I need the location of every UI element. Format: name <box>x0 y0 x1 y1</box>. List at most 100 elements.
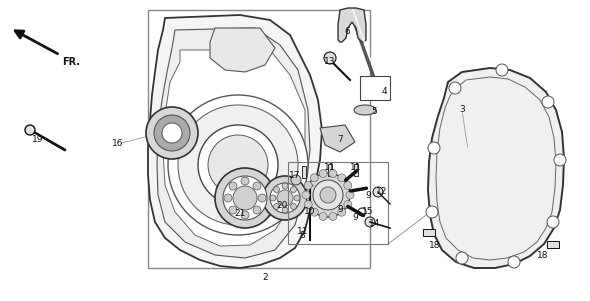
Text: 21: 21 <box>234 209 245 219</box>
Text: 5: 5 <box>371 107 377 116</box>
Circle shape <box>233 186 257 210</box>
Circle shape <box>337 208 346 216</box>
Circle shape <box>154 115 190 151</box>
Circle shape <box>304 200 312 209</box>
Circle shape <box>274 203 280 209</box>
Bar <box>547 241 559 248</box>
Text: 17: 17 <box>289 172 301 181</box>
Circle shape <box>310 208 318 216</box>
Circle shape <box>344 200 352 209</box>
Circle shape <box>554 154 566 166</box>
Circle shape <box>282 183 288 189</box>
Circle shape <box>320 187 336 203</box>
Circle shape <box>223 176 267 220</box>
Circle shape <box>178 105 298 225</box>
Circle shape <box>373 187 383 197</box>
Text: 13: 13 <box>324 57 336 67</box>
Text: 9: 9 <box>352 213 358 222</box>
Circle shape <box>198 125 278 205</box>
Circle shape <box>310 174 318 182</box>
Circle shape <box>291 175 301 185</box>
Text: 7: 7 <box>337 135 343 144</box>
Text: 18: 18 <box>430 241 441 250</box>
Circle shape <box>329 169 337 178</box>
Text: 3: 3 <box>459 105 465 114</box>
Circle shape <box>224 194 232 202</box>
Text: 16: 16 <box>112 139 124 148</box>
Circle shape <box>358 208 366 216</box>
Text: 11: 11 <box>297 228 309 237</box>
Bar <box>148 10 370 268</box>
Polygon shape <box>157 28 310 258</box>
Circle shape <box>253 206 261 214</box>
Text: 9: 9 <box>337 206 343 215</box>
Text: FR.: FR. <box>62 57 80 67</box>
Circle shape <box>365 217 375 227</box>
Circle shape <box>337 174 346 182</box>
Text: 6: 6 <box>344 27 350 36</box>
Bar <box>328 164 332 176</box>
Text: 10: 10 <box>304 207 316 216</box>
Polygon shape <box>428 68 564 268</box>
Circle shape <box>290 203 297 209</box>
Ellipse shape <box>354 105 376 115</box>
Circle shape <box>496 64 508 76</box>
Circle shape <box>426 206 438 218</box>
Circle shape <box>329 213 337 220</box>
Circle shape <box>508 256 520 268</box>
Circle shape <box>263 176 307 220</box>
Circle shape <box>306 173 350 217</box>
Circle shape <box>346 191 354 199</box>
Bar <box>360 76 390 100</box>
Circle shape <box>229 206 237 214</box>
Circle shape <box>290 187 297 193</box>
Circle shape <box>319 169 327 178</box>
Polygon shape <box>163 50 305 246</box>
Bar <box>423 229 435 236</box>
Circle shape <box>241 177 249 185</box>
Circle shape <box>25 125 35 135</box>
Polygon shape <box>210 28 275 72</box>
Circle shape <box>277 190 293 206</box>
Circle shape <box>270 183 300 213</box>
Circle shape <box>168 95 308 235</box>
Circle shape <box>456 252 468 264</box>
Circle shape <box>253 182 261 190</box>
Circle shape <box>449 82 461 94</box>
Text: 12: 12 <box>376 188 388 197</box>
Circle shape <box>208 135 268 195</box>
Circle shape <box>302 191 310 199</box>
Text: 4: 4 <box>381 88 387 97</box>
Circle shape <box>215 168 275 228</box>
Circle shape <box>294 195 300 201</box>
Circle shape <box>324 52 336 64</box>
Circle shape <box>319 213 327 220</box>
Text: 18: 18 <box>537 250 549 259</box>
Text: 15: 15 <box>362 207 373 216</box>
Text: 9: 9 <box>365 191 371 200</box>
Circle shape <box>162 123 182 143</box>
Circle shape <box>282 207 288 213</box>
Text: 11: 11 <box>324 163 336 172</box>
Text: 14: 14 <box>369 219 381 228</box>
Text: 19: 19 <box>32 135 44 144</box>
Circle shape <box>146 107 198 159</box>
Circle shape <box>542 96 554 108</box>
Circle shape <box>258 194 266 202</box>
Text: 20: 20 <box>276 201 288 210</box>
Circle shape <box>270 195 276 201</box>
Polygon shape <box>338 8 366 42</box>
Bar <box>288 162 388 244</box>
Bar <box>354 164 358 176</box>
Circle shape <box>241 211 249 219</box>
Bar <box>302 166 306 178</box>
Circle shape <box>547 216 559 228</box>
Circle shape <box>428 142 440 154</box>
Circle shape <box>229 182 237 190</box>
Circle shape <box>304 182 312 189</box>
Text: 2: 2 <box>262 274 268 283</box>
Text: 11: 11 <box>350 163 362 172</box>
Circle shape <box>274 187 280 193</box>
Circle shape <box>344 182 352 189</box>
Text: 8: 8 <box>299 231 305 240</box>
